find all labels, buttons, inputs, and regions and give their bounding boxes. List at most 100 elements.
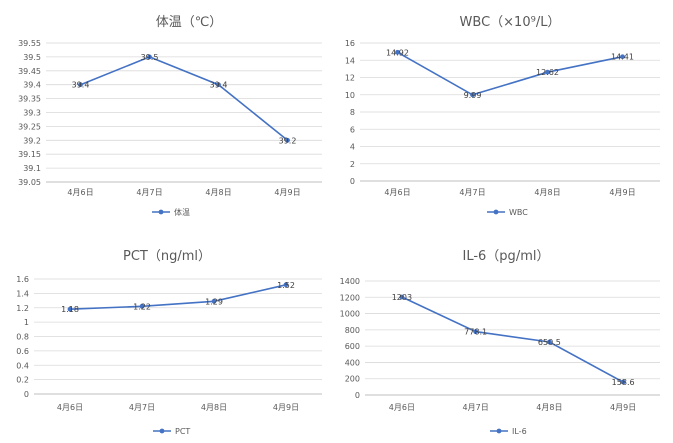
- chart-0-data-point: [216, 82, 221, 88]
- chart-1-data-label: 9.99: [464, 91, 482, 100]
- chart-3-y-tick-label: 800: [345, 326, 360, 335]
- chart-3-y-tick-label: 400: [345, 358, 360, 367]
- chart-2-series-line: [69, 284, 287, 310]
- chart-2-y-tick-label: 1: [24, 318, 29, 327]
- chart-0-y-tick-label: 39.45: [18, 67, 41, 76]
- chart-1-data-label: 14.41: [611, 53, 634, 62]
- chart-0-y-tick-label: 39.2: [23, 136, 41, 145]
- chart-3-x-tick-label: 4月6日: [389, 403, 415, 412]
- chart-2-y-tick-label: 0.2: [16, 376, 29, 385]
- chart-2-y-tick-label: 0.6: [16, 347, 29, 356]
- chart-1-x-tick-label: 4月9日: [609, 188, 635, 197]
- chart-1-x-tick-label: 4月7日: [459, 188, 485, 197]
- chart-0-y-tick-label: 39.15: [18, 150, 41, 159]
- chart-0-y-tick-label: 39.35: [18, 95, 41, 104]
- chart-0-data-point: [285, 137, 290, 143]
- chart-0-y-tick-label: 39.4: [23, 81, 41, 90]
- chart-0-data-label: 39.4: [72, 81, 90, 90]
- chart-0-data-label: 39.5: [141, 53, 159, 62]
- chart-2-y-tick-label: 1.2: [16, 304, 29, 313]
- chart-0-y-tick-label: 39.5: [23, 53, 41, 62]
- chart-2-x-tick-label: 4月6日: [57, 403, 83, 412]
- chart-3-data-point: [620, 379, 626, 385]
- chart-2-x-tick-label: 4月7日: [129, 403, 155, 412]
- chart-1-title: WBC（×10⁹/L）: [460, 15, 561, 30]
- chart-1-data-point: [620, 54, 625, 60]
- chart-0-title: 体温（℃）: [156, 15, 223, 30]
- chart-3-y-tick-label: 200: [345, 375, 360, 384]
- chart-2-legend-label: PCT: [175, 427, 190, 436]
- chart-0-x-tick-label: 4月9日: [274, 188, 300, 197]
- chart-3-legend-marker-icon: [496, 428, 502, 434]
- chart-3-data-point: [473, 329, 479, 335]
- chart-1-data-point: [545, 69, 550, 75]
- chart-3-y-tick-label: 1000: [340, 310, 360, 319]
- chart-2-y-tick-label: 1.6: [16, 275, 29, 284]
- chart-0-legend-marker-icon: [158, 209, 164, 215]
- chart-2-data-point: [211, 298, 217, 304]
- chart-0-series-line: [80, 56, 289, 141]
- chart-0-data-point: [147, 54, 152, 60]
- chart-2-y-tick-label: 0: [24, 390, 29, 399]
- chart-1-legend-label: WBC: [509, 208, 528, 217]
- chart-0-y-tick-label: 39.25: [18, 122, 41, 131]
- chart-1-data-label: 14.92: [386, 48, 409, 57]
- chart-1-y-tick-label: 0: [350, 177, 355, 186]
- chart-1-x-tick-label: 4月8日: [534, 188, 560, 197]
- chart-0-y-tick-label: 39.05: [18, 178, 41, 187]
- chart-1-y-tick-label: 6: [350, 125, 355, 134]
- chart-3-y-tick-label: 0: [355, 391, 360, 400]
- chart-2-data-label: 1.22: [133, 302, 151, 311]
- chart-2-data-point: [139, 303, 145, 309]
- chart-0-data-label: 39.4: [210, 81, 228, 90]
- chart-1-legend-marker-icon: [493, 209, 499, 215]
- chart-3-data-label: 778.1: [464, 328, 487, 337]
- chart-0-data-label: 39.2: [279, 136, 297, 145]
- chart-2-data-label: 1.52: [277, 281, 295, 290]
- chart-1-y-tick-label: 14: [345, 56, 355, 65]
- chart-0-x-tick-label: 4月6日: [67, 188, 93, 197]
- chart-3-y-tick-label: 600: [345, 342, 360, 351]
- chart-0-y-tick-label: 39.55: [18, 39, 41, 48]
- chart-3-x-tick-label: 4月8日: [536, 403, 562, 412]
- chart-1-x-tick-label: 4月6日: [384, 188, 410, 197]
- chart-3-title: IL-6（pg/ml）: [463, 249, 550, 264]
- chart-3-y-tick-label: 1200: [340, 293, 360, 302]
- chart-3-data-point: [546, 339, 552, 345]
- chart-1-y-tick-label: 8: [350, 108, 355, 117]
- chart-3-data-label: 158.6: [612, 378, 635, 387]
- chart-1-series-line: [397, 51, 623, 96]
- chart-0-legend-label: 体温: [174, 207, 190, 217]
- chart-3-data-label: 650.5: [538, 338, 561, 347]
- chart-1-y-tick-label: 4: [350, 143, 355, 152]
- chart-1-data-label: 12.62: [536, 68, 559, 77]
- chart-3-data-label: 1203: [392, 293, 412, 302]
- chart-2-x-tick-label: 4月8日: [201, 403, 227, 412]
- chart-1-y-tick-label: 16: [345, 39, 355, 48]
- chart-2-y-tick-label: 0.8: [16, 333, 29, 342]
- chart-0-y-tick-label: 39.1: [23, 164, 41, 173]
- chart-1-y-tick-label: 2: [350, 160, 355, 169]
- chart-2-legend-marker-icon: [159, 428, 165, 434]
- chart-3-x-tick-label: 4月9日: [610, 403, 636, 412]
- chart-2-y-tick-label: 0.4: [16, 361, 29, 370]
- chart-3-legend-label: IL-6: [512, 427, 527, 436]
- chart-2-data-label: 1.29: [205, 297, 223, 306]
- chart-1-y-tick-label: 10: [345, 91, 355, 100]
- chart-3-series-line: [401, 296, 624, 383]
- chart-1-data-point: [395, 49, 400, 55]
- chart-2-data-point: [283, 282, 289, 288]
- chart-1-data-point: [470, 92, 475, 98]
- chart-3-data-point: [399, 294, 405, 300]
- chart-3-y-tick-label: 1400: [340, 277, 360, 286]
- chart-2-y-tick-label: 1.4: [16, 289, 29, 298]
- chart-0-x-tick-label: 4月7日: [136, 188, 162, 197]
- chart-0-x-tick-label: 4月8日: [205, 188, 231, 197]
- chart-0-y-tick-label: 39.3: [23, 109, 41, 118]
- chart-1-y-tick-label: 12: [345, 74, 355, 83]
- chart-2-x-tick-label: 4月9日: [273, 403, 299, 412]
- chart-3-x-tick-label: 4月7日: [463, 403, 489, 412]
- chart-0-data-point: [78, 82, 83, 88]
- chart-2-data-label: 1.18: [61, 305, 79, 314]
